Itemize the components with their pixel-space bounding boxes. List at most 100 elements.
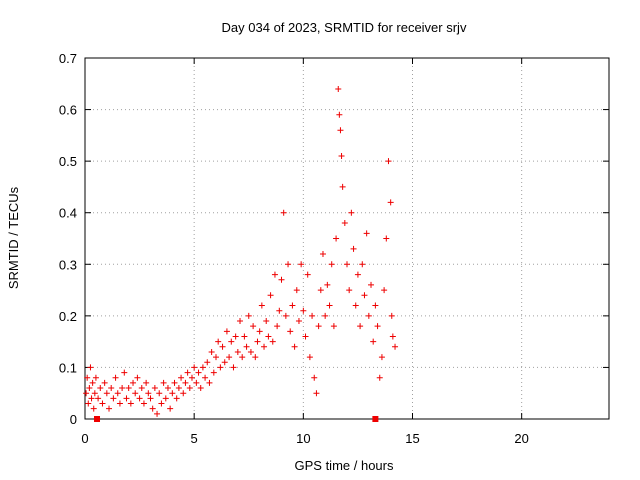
data-point [335, 85, 342, 92]
data-point [85, 400, 92, 407]
data-point [97, 385, 104, 392]
data-point [130, 379, 137, 386]
data-point [140, 400, 147, 407]
data-point [313, 390, 320, 397]
y-tick-label: 0.2 [59, 309, 77, 324]
data-point [95, 395, 102, 402]
data-point [311, 374, 318, 381]
data-point [151, 385, 158, 392]
x-tick-label: 0 [81, 431, 88, 446]
data-point [252, 354, 259, 361]
data-point [319, 250, 326, 257]
data-point [160, 379, 167, 386]
y-tick-label: 0.3 [59, 257, 77, 272]
bottom-marker [372, 416, 379, 422]
data-point [381, 287, 388, 294]
data-point [387, 199, 394, 206]
data-point [245, 312, 252, 319]
data-point [239, 354, 246, 361]
data-point [145, 390, 152, 397]
data-point [322, 312, 329, 319]
data-point [328, 261, 335, 268]
data-point [383, 235, 390, 242]
data-point [388, 312, 395, 319]
chart-title: Day 034 of 2023, SRMTID for receiver srj… [222, 20, 467, 35]
data-point [348, 209, 355, 216]
x-tick-label: 10 [296, 431, 310, 446]
data-point [293, 287, 300, 294]
data-point [354, 271, 361, 278]
data-point [178, 374, 185, 381]
data-point [295, 318, 302, 325]
data-point [306, 354, 313, 361]
data-point [197, 385, 204, 392]
data-point [300, 307, 307, 314]
y-axis-label: SRMTID / TECUs [6, 186, 21, 289]
data-point [341, 220, 348, 227]
data-point [378, 354, 385, 361]
data-point [237, 318, 244, 325]
data-point [173, 395, 180, 402]
data-point [167, 405, 174, 412]
data-point [370, 338, 377, 345]
data-point [350, 245, 357, 252]
data-point [357, 323, 364, 330]
data-point [83, 390, 90, 397]
data-point [215, 338, 222, 345]
axis-ticks: 0 5 10 15 20 0 0.1 0.2 0.3 0.4 0.5 0.6 0.7 [59, 51, 609, 446]
data-point [298, 261, 305, 268]
data-point [156, 390, 163, 397]
data-point [361, 292, 368, 299]
plot-frame [84, 57, 610, 420]
data-point [368, 281, 375, 288]
data-point [374, 323, 381, 330]
y-tick-label: 0.5 [59, 154, 77, 169]
data-point [365, 312, 372, 319]
y-tick-label: 0.4 [59, 206, 77, 221]
data-point [182, 379, 189, 386]
y-tick-label: 0.1 [59, 360, 77, 375]
data-point [287, 328, 294, 335]
data-point [271, 271, 278, 278]
data-point [226, 354, 233, 361]
data-point [162, 395, 169, 402]
y-tick-label: 0 [70, 412, 77, 427]
data-point [289, 302, 296, 309]
data-point [88, 395, 95, 402]
y-tick-label: 0.6 [59, 103, 77, 118]
data-point [195, 369, 202, 376]
data-point [143, 379, 150, 386]
data-point [184, 369, 191, 376]
x-axis-label: GPS time / hours [295, 458, 394, 473]
data-point [199, 364, 206, 371]
data-point [304, 271, 311, 278]
data-point [337, 127, 344, 134]
data-point [372, 302, 379, 309]
data-point [204, 359, 211, 366]
data-point [171, 379, 178, 386]
data-point [125, 385, 132, 392]
data-point [210, 369, 217, 376]
data-point [99, 400, 106, 407]
data-point [263, 318, 270, 325]
data-point [116, 400, 123, 407]
data-point [250, 323, 257, 330]
data-point [363, 230, 370, 237]
data-point [276, 307, 283, 314]
data-point [359, 261, 366, 268]
data-point [267, 292, 274, 299]
data-points [83, 85, 399, 417]
data-point [230, 364, 237, 371]
data-point [254, 338, 261, 345]
data-point [191, 364, 198, 371]
data-point [243, 343, 250, 350]
data-point [147, 395, 154, 402]
data-point [87, 364, 94, 371]
data-point [333, 235, 340, 242]
grid [85, 58, 609, 419]
bottom-marker [94, 416, 101, 422]
x-tick-label: 5 [191, 431, 198, 446]
data-point [112, 374, 119, 381]
data-point [274, 323, 281, 330]
